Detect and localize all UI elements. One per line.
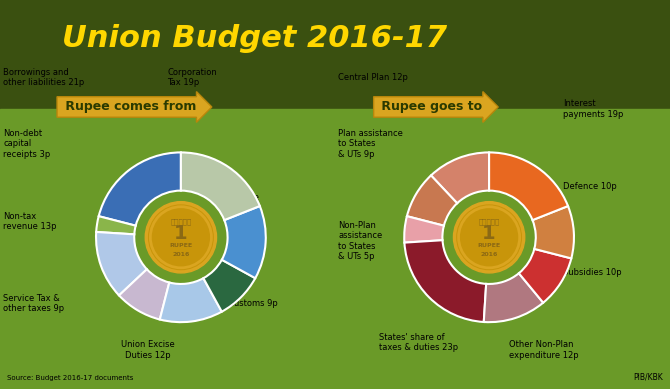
Text: Source: Budget 2016-17 documents: Source: Budget 2016-17 documents bbox=[7, 375, 133, 381]
Text: Customs 9p: Customs 9p bbox=[228, 299, 277, 308]
Text: Non-Plan
assistance
to States
& UTs 5p: Non-Plan assistance to States & UTs 5p bbox=[338, 221, 383, 261]
Text: Borrowings and
other liabilities 21p: Borrowings and other liabilities 21p bbox=[3, 68, 84, 88]
Text: States' share of
taxes & duties 23p: States' share of taxes & duties 23p bbox=[379, 333, 458, 352]
Text: Central Plan 12p: Central Plan 12p bbox=[338, 73, 408, 82]
Text: Rupee comes from: Rupee comes from bbox=[61, 100, 200, 114]
Text: रुपया: रुपया bbox=[170, 219, 192, 225]
Wedge shape bbox=[519, 249, 572, 303]
Text: Union Budget 2016-17: Union Budget 2016-17 bbox=[62, 25, 447, 53]
Text: Subsidies 10p: Subsidies 10p bbox=[563, 268, 622, 277]
Text: Union Excise
Duties 12p: Union Excise Duties 12p bbox=[121, 340, 174, 360]
Text: 1: 1 bbox=[482, 224, 496, 243]
Wedge shape bbox=[119, 269, 170, 319]
Wedge shape bbox=[222, 206, 266, 278]
Wedge shape bbox=[407, 175, 457, 226]
Text: Other Non-Plan
expenditure 12p: Other Non-Plan expenditure 12p bbox=[509, 340, 579, 360]
Wedge shape bbox=[96, 232, 147, 295]
Bar bbox=[0, 0, 670, 109]
Text: PIB/KBK: PIB/KBK bbox=[634, 372, 663, 381]
Text: Rupee goes to: Rupee goes to bbox=[377, 100, 487, 114]
Wedge shape bbox=[204, 260, 255, 312]
Text: RUPEE: RUPEE bbox=[478, 243, 500, 248]
Wedge shape bbox=[533, 206, 574, 258]
Text: रुपया: रुपया bbox=[478, 219, 500, 225]
Wedge shape bbox=[405, 240, 486, 322]
Wedge shape bbox=[98, 152, 181, 226]
Circle shape bbox=[457, 205, 521, 270]
Text: 2016: 2016 bbox=[480, 252, 498, 257]
Text: Defence 10p: Defence 10p bbox=[563, 182, 616, 191]
Text: Non-tax
revenue 13p: Non-tax revenue 13p bbox=[3, 212, 57, 231]
Wedge shape bbox=[489, 152, 568, 220]
Text: Service Tax &
other taxes 9p: Service Tax & other taxes 9p bbox=[3, 294, 64, 313]
Text: 2016: 2016 bbox=[172, 252, 190, 257]
Text: Corporation
Tax 19p: Corporation Tax 19p bbox=[168, 68, 217, 88]
Text: RUPEE: RUPEE bbox=[170, 243, 192, 248]
Text: Income
Tax 14p: Income Tax 14p bbox=[228, 193, 260, 212]
Circle shape bbox=[149, 205, 213, 270]
Wedge shape bbox=[431, 152, 489, 203]
Circle shape bbox=[145, 202, 216, 273]
Circle shape bbox=[454, 202, 525, 273]
Bar bbox=[0, 109, 670, 389]
Text: 1: 1 bbox=[174, 224, 188, 243]
Wedge shape bbox=[484, 273, 543, 322]
Wedge shape bbox=[159, 278, 222, 322]
Text: Plan assistance
to States
& UTs 9p: Plan assistance to States & UTs 9p bbox=[338, 129, 403, 159]
Wedge shape bbox=[96, 216, 136, 234]
Text: Non-debt
capital
receipts 3p: Non-debt capital receipts 3p bbox=[3, 129, 51, 159]
Text: Interest
payments 19p: Interest payments 19p bbox=[563, 99, 623, 119]
Wedge shape bbox=[404, 216, 444, 243]
Wedge shape bbox=[181, 152, 260, 220]
